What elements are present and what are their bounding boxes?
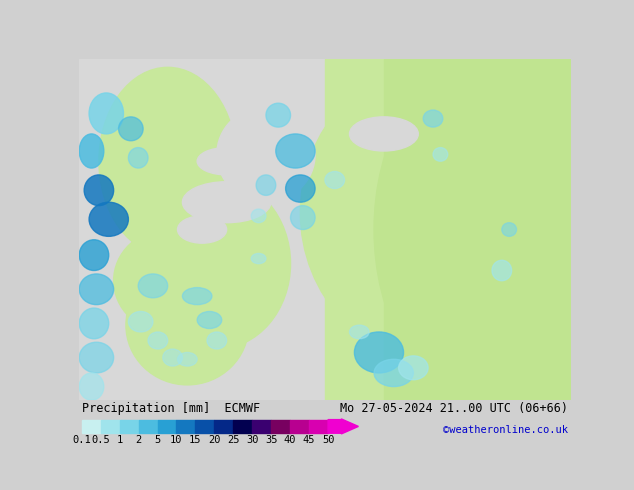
Bar bbox=[325, 59, 571, 400]
Ellipse shape bbox=[126, 266, 249, 385]
Ellipse shape bbox=[285, 175, 315, 202]
Text: 0.5: 0.5 bbox=[91, 435, 110, 444]
Ellipse shape bbox=[354, 332, 404, 373]
Ellipse shape bbox=[276, 134, 315, 168]
Ellipse shape bbox=[89, 93, 124, 134]
Text: 10: 10 bbox=[170, 435, 183, 444]
Ellipse shape bbox=[79, 342, 113, 373]
Bar bbox=[157, 419, 176, 433]
Ellipse shape bbox=[79, 240, 109, 270]
Ellipse shape bbox=[128, 312, 153, 332]
Ellipse shape bbox=[349, 325, 369, 339]
Ellipse shape bbox=[197, 312, 222, 328]
Text: 0.1: 0.1 bbox=[72, 435, 91, 444]
Bar bbox=[101, 419, 120, 433]
Text: Mo 27-05-2024 21..00 UTC (06+66): Mo 27-05-2024 21..00 UTC (06+66) bbox=[340, 402, 568, 415]
Text: 5: 5 bbox=[155, 435, 160, 444]
Ellipse shape bbox=[183, 182, 271, 222]
Bar bbox=[176, 419, 195, 433]
Ellipse shape bbox=[148, 332, 167, 349]
Ellipse shape bbox=[128, 147, 148, 168]
Ellipse shape bbox=[89, 202, 128, 236]
Bar bbox=[252, 419, 271, 433]
Bar bbox=[139, 419, 157, 433]
Ellipse shape bbox=[197, 147, 256, 175]
Ellipse shape bbox=[178, 216, 227, 243]
Text: 25: 25 bbox=[227, 435, 240, 444]
Text: 40: 40 bbox=[284, 435, 297, 444]
Ellipse shape bbox=[301, 59, 595, 366]
FancyArrow shape bbox=[328, 419, 358, 434]
Ellipse shape bbox=[79, 134, 104, 168]
Bar bbox=[120, 419, 139, 433]
Bar bbox=[214, 419, 233, 433]
Text: 1: 1 bbox=[117, 435, 123, 444]
Bar bbox=[271, 419, 290, 433]
Ellipse shape bbox=[113, 229, 222, 332]
Text: ©weatheronline.co.uk: ©weatheronline.co.uk bbox=[443, 425, 568, 436]
Text: 45: 45 bbox=[303, 435, 315, 444]
Ellipse shape bbox=[251, 253, 266, 264]
Ellipse shape bbox=[143, 178, 290, 349]
Ellipse shape bbox=[266, 103, 290, 127]
Ellipse shape bbox=[492, 260, 512, 281]
Text: 20: 20 bbox=[208, 435, 221, 444]
Ellipse shape bbox=[217, 107, 315, 202]
Text: 35: 35 bbox=[265, 435, 278, 444]
Ellipse shape bbox=[251, 209, 266, 222]
Bar bbox=[82, 419, 101, 433]
Ellipse shape bbox=[374, 67, 571, 392]
Ellipse shape bbox=[119, 117, 143, 141]
Ellipse shape bbox=[79, 274, 113, 305]
Ellipse shape bbox=[79, 308, 109, 339]
Ellipse shape bbox=[433, 147, 448, 161]
Text: Precipitation [mm]  ECMWF: Precipitation [mm] ECMWF bbox=[82, 402, 260, 415]
Text: 15: 15 bbox=[189, 435, 202, 444]
Bar bbox=[233, 419, 252, 433]
Ellipse shape bbox=[374, 359, 413, 387]
Ellipse shape bbox=[502, 222, 517, 236]
Bar bbox=[195, 419, 214, 433]
Bar bbox=[384, 59, 571, 400]
Ellipse shape bbox=[207, 332, 227, 349]
Text: 2: 2 bbox=[136, 435, 141, 444]
Ellipse shape bbox=[84, 175, 113, 206]
Ellipse shape bbox=[424, 110, 443, 127]
Text: 30: 30 bbox=[246, 435, 259, 444]
Ellipse shape bbox=[79, 373, 104, 400]
Ellipse shape bbox=[163, 349, 183, 366]
Ellipse shape bbox=[325, 172, 345, 189]
Ellipse shape bbox=[178, 352, 197, 366]
Text: 50: 50 bbox=[322, 435, 334, 444]
Ellipse shape bbox=[256, 175, 276, 196]
Ellipse shape bbox=[138, 274, 167, 298]
Ellipse shape bbox=[290, 206, 315, 229]
Ellipse shape bbox=[183, 288, 212, 305]
Ellipse shape bbox=[99, 67, 236, 255]
Ellipse shape bbox=[399, 356, 428, 380]
Bar bbox=[290, 419, 309, 433]
Bar bbox=[309, 419, 328, 433]
Ellipse shape bbox=[349, 117, 418, 151]
